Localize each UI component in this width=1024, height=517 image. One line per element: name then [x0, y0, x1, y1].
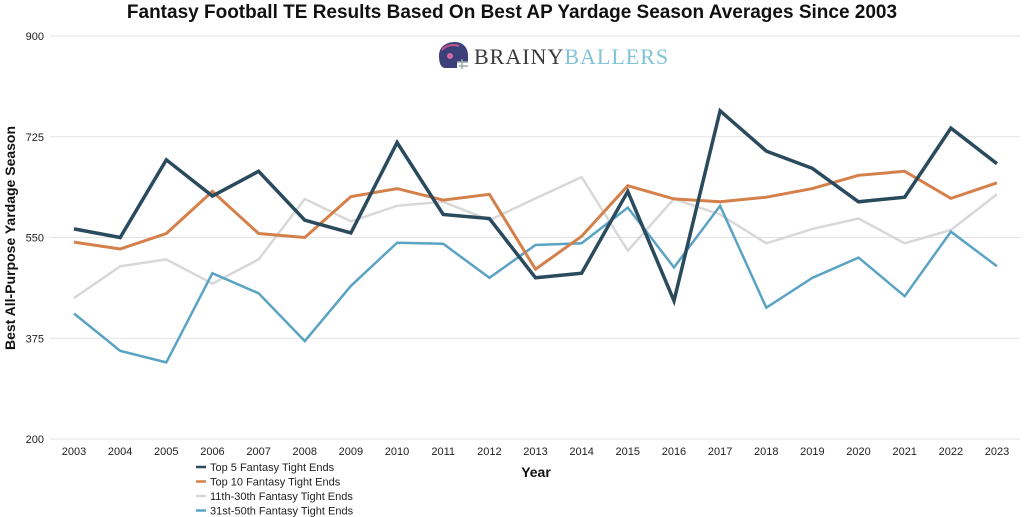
- legend: Top 5 Fantasy Tight Ends Top 10 Fantasy T…: [196, 462, 354, 517]
- legend-label: Top 5 Fantasy Tight Ends: [210, 462, 335, 474]
- x-tick-label: 2015: [616, 446, 640, 458]
- chart-title: Fantasy Football TE Results Based On Bes…: [126, 2, 898, 23]
- series-line-0: [73, 107, 999, 307]
- y-tick-labels: 200 375 550 725 900: [26, 31, 44, 446]
- x-tick-label: 2019: [800, 446, 824, 458]
- y-tick-label: 900: [26, 31, 44, 43]
- svg-text:BRAINYBALLERS: BRAINYBALLERS: [474, 44, 669, 69]
- y-tick-label: 375: [26, 333, 44, 345]
- grid-lines: [50, 35, 1020, 440]
- x-tick-label: 2007: [246, 446, 270, 458]
- x-tick-label: 2013: [523, 446, 547, 458]
- x-tick-labels: 2003 2004 2005 2006 2007 2008 2009 2010 2011 2012…: [62, 446, 1009, 458]
- series-line-1: [73, 169, 998, 272]
- series-line-2: [73, 175, 998, 300]
- y-tick-label: 200: [26, 434, 44, 446]
- y-tick-label: 550: [26, 233, 44, 245]
- x-tick-label: 2021: [892, 446, 916, 458]
- x-axis-title: Year: [521, 464, 551, 480]
- legend-label: 31st-50th Fantasy Tight Ends: [210, 506, 354, 517]
- x-tick-label: 2014: [569, 446, 593, 458]
- football-helmet-icon: [439, 42, 468, 69]
- series-lines: [73, 107, 999, 364]
- logo-text-part1: BRAINY: [474, 44, 564, 69]
- x-tick-label: 2003: [62, 446, 86, 458]
- x-tick-label: 2020: [846, 446, 870, 458]
- brand-logo: BRAINYBALLERS: [439, 42, 669, 69]
- x-tick-label: 2012: [477, 446, 501, 458]
- legend-label: Top 10 Fantasy Tight Ends: [210, 477, 341, 489]
- x-tick-label: 2010: [385, 446, 409, 458]
- x-tick-label: 2005: [154, 446, 178, 458]
- legend-label: 11th-30th Fantasy Tight Ends: [210, 491, 353, 503]
- x-tick-label: 2008: [293, 446, 317, 458]
- x-tick-label: 2016: [662, 446, 686, 458]
- x-tick-label: 2022: [939, 446, 963, 458]
- series-line-3: [73, 203, 998, 364]
- x-tick-label: 2006: [200, 446, 224, 458]
- x-tick-label: 2011: [431, 446, 455, 458]
- y-tick-label: 725: [26, 132, 44, 144]
- logo-text-part2: BALLERS: [564, 44, 669, 69]
- x-tick-label: 2023: [985, 446, 1009, 458]
- x-tick-label: 2004: [108, 446, 132, 458]
- x-tick-label: 2018: [754, 446, 778, 458]
- y-axis-title: Best All-Purpose Yardage Season: [2, 126, 18, 350]
- x-tick-label: 2009: [339, 446, 363, 458]
- x-tick-label: 2017: [708, 446, 732, 458]
